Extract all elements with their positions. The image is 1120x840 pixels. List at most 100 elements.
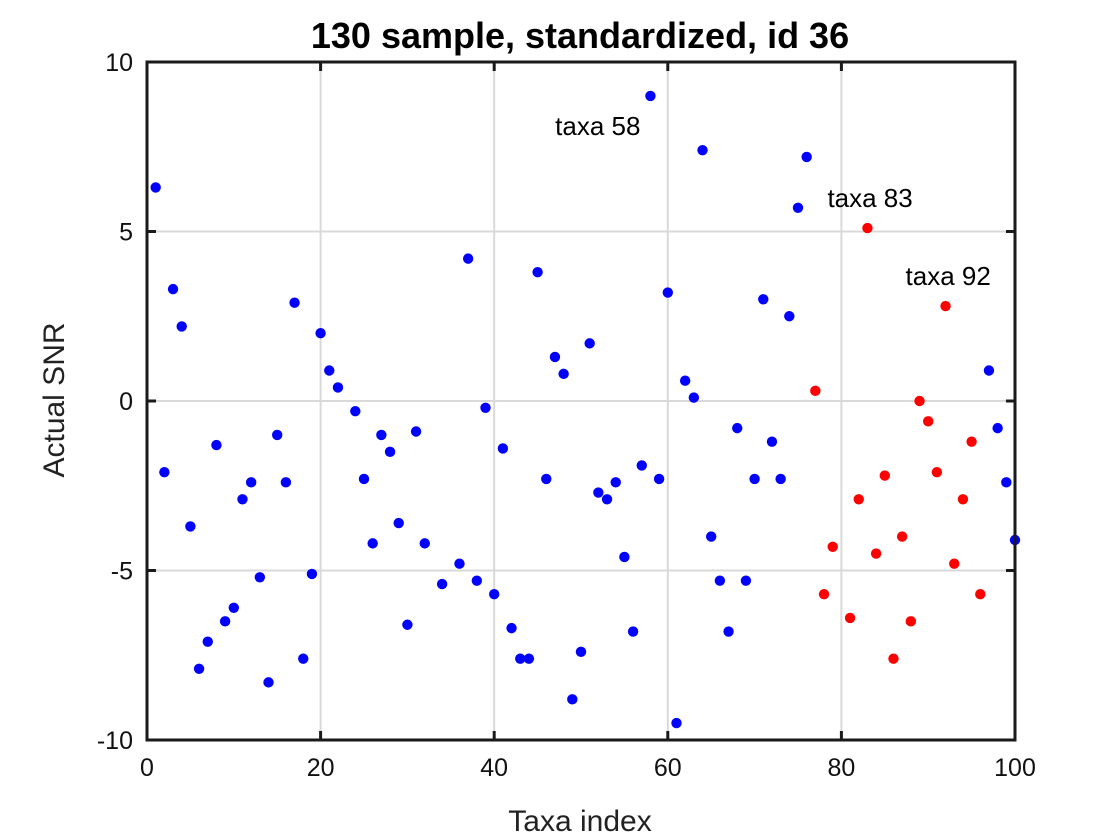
data-point	[167, 283, 179, 295]
data-point	[254, 572, 266, 583]
data-point	[298, 653, 309, 664]
y-axis-label: Actual SNR	[38, 322, 71, 477]
data-point	[541, 473, 552, 485]
y-tick-label: 5	[119, 219, 133, 247]
data-point	[393, 517, 404, 529]
tick-labels: 0 20 40 60 80 100 -10 -5 0 5 10	[97, 49, 1036, 782]
annotation-label: taxa 58	[555, 111, 640, 141]
data-point	[280, 477, 292, 488]
data-point	[671, 717, 682, 729]
data-point	[480, 402, 491, 413]
chart-title: 130 sample, standardized, id 36	[311, 15, 849, 56]
data-point	[827, 541, 838, 552]
data-point	[740, 575, 752, 586]
data-point	[211, 439, 222, 451]
data-point	[844, 612, 856, 624]
y-tick-label: -10	[97, 727, 133, 755]
data-point	[358, 473, 370, 485]
data-point	[419, 538, 430, 549]
data-point	[792, 202, 804, 213]
data-point	[497, 443, 509, 454]
data-point	[532, 266, 543, 278]
data-point	[289, 297, 300, 308]
data-point	[150, 182, 161, 193]
data-point	[593, 487, 604, 498]
data-point	[697, 144, 708, 156]
data-points	[150, 90, 1021, 729]
data-point	[245, 477, 257, 488]
data-point	[879, 470, 890, 481]
data-point	[645, 90, 656, 102]
data-point	[376, 429, 387, 441]
data-point	[732, 422, 743, 434]
data-point	[315, 328, 326, 339]
x-axis-label: Taxa index	[508, 805, 651, 838]
data-point	[775, 473, 786, 485]
data-point	[853, 494, 864, 505]
data-point	[462, 253, 474, 264]
data-point	[784, 311, 795, 322]
data-point	[992, 422, 1003, 434]
annotation-label: taxa 83	[827, 183, 912, 213]
data-point	[454, 558, 465, 569]
data-point	[619, 551, 630, 563]
data-point	[332, 382, 344, 393]
data-point	[610, 477, 621, 488]
data-point	[410, 426, 422, 437]
data-point	[966, 436, 977, 447]
y-tick-label: -5	[111, 558, 133, 586]
data-point	[758, 294, 769, 305]
data-point	[983, 365, 995, 376]
data-point	[706, 531, 717, 542]
grid-lines	[147, 62, 1015, 740]
x-tick-label: 20	[307, 754, 335, 782]
data-point	[896, 531, 908, 542]
data-point	[367, 538, 378, 549]
data-point	[237, 494, 248, 505]
data-point	[575, 646, 587, 658]
data-point	[272, 429, 283, 441]
data-point	[766, 436, 778, 447]
data-point	[714, 575, 726, 586]
y-tick-label: 10	[105, 49, 133, 77]
data-point	[653, 473, 665, 485]
y-tick-label: 0	[119, 388, 133, 416]
data-point	[679, 375, 691, 386]
x-tick-label: 100	[994, 754, 1036, 782]
data-point	[723, 626, 734, 637]
data-point	[523, 653, 535, 664]
data-point	[627, 626, 639, 637]
data-point	[402, 619, 413, 630]
data-point	[584, 338, 595, 349]
data-point	[688, 392, 700, 403]
data-point	[549, 351, 561, 363]
x-tick-label: 80	[827, 754, 855, 782]
data-point	[506, 622, 517, 634]
data-point	[1001, 477, 1012, 488]
data-point	[489, 589, 500, 600]
data-point	[350, 405, 361, 417]
data-point	[949, 558, 960, 569]
data-point	[975, 589, 986, 600]
data-point	[263, 677, 274, 688]
data-point	[567, 694, 578, 705]
data-point	[176, 321, 187, 332]
data-point	[940, 300, 951, 312]
data-point	[636, 460, 647, 471]
data-point	[159, 466, 170, 478]
annotations: taxa 58 taxa 83 taxa 92	[555, 111, 991, 291]
data-point	[219, 616, 231, 627]
data-point	[923, 416, 934, 427]
data-point	[185, 521, 196, 532]
data-point	[384, 446, 396, 458]
data-point	[862, 222, 873, 234]
data-point	[914, 395, 925, 407]
data-point	[905, 616, 917, 627]
data-point	[601, 494, 613, 505]
axes	[145, 60, 1017, 742]
data-point	[870, 548, 882, 559]
data-point	[888, 653, 899, 664]
data-point	[324, 365, 335, 376]
data-point	[436, 578, 448, 590]
